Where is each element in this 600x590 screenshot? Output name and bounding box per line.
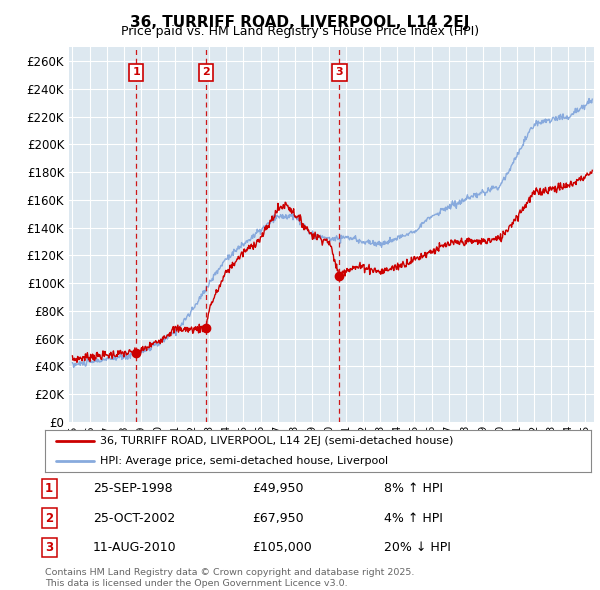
Text: Contains HM Land Registry data © Crown copyright and database right 2025.
This d: Contains HM Land Registry data © Crown c…: [45, 568, 415, 588]
Text: 1: 1: [45, 482, 53, 495]
Text: Price paid vs. HM Land Registry's House Price Index (HPI): Price paid vs. HM Land Registry's House …: [121, 25, 479, 38]
Text: £49,950: £49,950: [252, 482, 304, 495]
Text: 25-SEP-1998: 25-SEP-1998: [93, 482, 173, 495]
Text: HPI: Average price, semi-detached house, Liverpool: HPI: Average price, semi-detached house,…: [100, 455, 388, 466]
Text: 36, TURRIFF ROAD, LIVERPOOL, L14 2EJ: 36, TURRIFF ROAD, LIVERPOOL, L14 2EJ: [130, 15, 470, 30]
Text: 36, TURRIFF ROAD, LIVERPOOL, L14 2EJ (semi-detached house): 36, TURRIFF ROAD, LIVERPOOL, L14 2EJ (se…: [100, 436, 453, 446]
Text: 4% ↑ HPI: 4% ↑ HPI: [384, 512, 443, 525]
Text: 3: 3: [45, 541, 53, 554]
Text: 11-AUG-2010: 11-AUG-2010: [93, 541, 176, 554]
Text: 1: 1: [133, 67, 140, 77]
Text: £67,950: £67,950: [252, 512, 304, 525]
Text: 3: 3: [335, 67, 343, 77]
Text: 20% ↓ HPI: 20% ↓ HPI: [384, 541, 451, 554]
Text: £105,000: £105,000: [252, 541, 312, 554]
Text: 8% ↑ HPI: 8% ↑ HPI: [384, 482, 443, 495]
Text: 2: 2: [202, 67, 210, 77]
Text: 2: 2: [45, 512, 53, 525]
Text: 25-OCT-2002: 25-OCT-2002: [93, 512, 175, 525]
